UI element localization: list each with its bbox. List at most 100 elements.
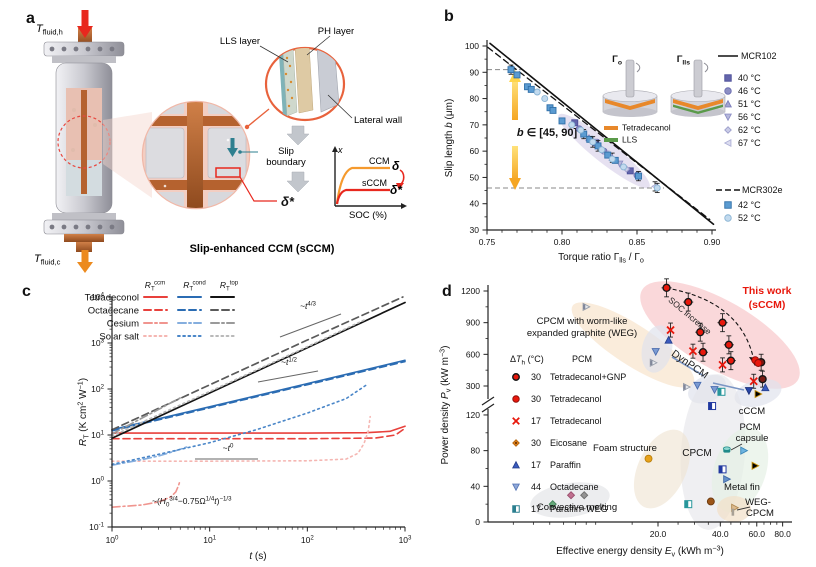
svg-text:46 °C: 46 °C [738,86,761,96]
vessel-bottom-port [76,242,92,252]
svg-text:44: 44 [531,482,541,492]
svg-text:42 °C: 42 °C [738,200,761,210]
panel-b-slip-length-chart: b ∈ [45, 90] 30 40 50 60 70 80 90 100 0.75 0.80 0.8… [444,40,783,265]
svg-text:56 °C: 56 °C [738,112,761,122]
series-ccm-1 [111,427,406,440]
svg-text:600: 600 [466,349,480,359]
svg-text:120: 120 [466,410,480,420]
svg-text:102: 102 [91,384,104,395]
d-series [644,454,653,463]
d-series [723,474,732,484]
lateral-wall-label: Lateral wall [354,115,402,126]
panel-c-plot: ~t4/3 ~t1/2 ~t0 ~(H03/4−0.75Ω1/4t)−1/3 [111,296,406,509]
series-ccm-0 [111,425,406,434]
series-top-2 [111,397,182,435]
svg-text:Convective melting: Convective melting [537,502,617,513]
delta-label: δ [392,159,400,173]
series-cond-2 [111,445,189,467]
layer-inset [259,35,353,122]
d-series [708,402,727,474]
series-ccm-2 [111,479,182,508]
sccm-curve [335,188,390,205]
mini-y-label: x [337,145,343,155]
panel-a-caption: Slip-enhanced CCM (sCCM) [190,243,335,255]
svg-text:CPCM: CPCM [746,508,774,519]
zoom-cone [103,112,152,198]
panel-b-inset: Γo Γlls Tetradecanol LLS [602,54,726,145]
svg-text:17: 17 [531,504,541,514]
svg-text:20.0: 20.0 [650,529,667,539]
t-fluid-c-label: Tfluid,c [34,253,61,267]
svg-text:MCR102: MCR102 [741,51,777,61]
svg-text:0.80: 0.80 [554,237,571,247]
svg-text:Power density Pv (kW m−3): Power density Pv (kW m−3) [438,345,453,464]
svg-text:RTcond: RTcond [183,280,205,293]
svg-text:0.90: 0.90 [704,237,721,247]
svg-text:101: 101 [203,535,216,546]
svg-text:Γlls: Γlls [677,54,691,67]
svg-text:80: 80 [470,94,480,104]
svg-text:(sCCM): (sCCM) [749,299,786,311]
ph-layer-slab [294,48,314,114]
svg-text:Paraffin+WEG: Paraffin+WEG [550,504,608,514]
svg-text:10-1: 10-1 [89,522,105,533]
svg-text:CPCM: CPCM [682,448,711,459]
panel-c-thermal-resistance-chart: ~t4/3~t1/2~t0~(H03/4−0.75Ω1/4t)−1/3 10-1 1… [76,280,413,563]
svg-text:17: 17 [531,416,541,426]
svg-text:Paraffin: Paraffin [550,460,581,470]
svg-text:Γo: Γo [612,54,622,67]
svg-text:80.0: 80.0 [774,529,791,539]
svg-text:103: 103 [399,535,412,546]
svg-text:t (s): t (s) [249,551,266,562]
svg-text:Effective energy density Ev (k: Effective energy density Ev (kWh m−3) [556,544,724,559]
svg-text:62 °C: 62 °C [738,125,761,135]
svg-text:This work: This work [742,285,791,297]
svg-text:0.75: 0.75 [479,237,496,247]
svg-text:Tetradeconol: Tetradeconol [85,293,139,304]
sccm-label: sCCM [362,178,387,188]
svg-text:Solar salt: Solar salt [99,332,139,343]
svg-text:boundary: boundary [266,157,306,168]
d-series [548,500,557,509]
series-top-1 [111,296,404,431]
down-arrow-icon [286,125,310,146]
d-series [651,348,719,395]
delta-star-label: δ* [281,194,295,209]
d-series [731,508,735,516]
panel-letter-a: a [26,10,35,27]
svg-text:1200: 1200 [461,286,480,296]
svg-text:30: 30 [531,372,541,382]
d-series [722,446,731,453]
d-series [566,491,576,500]
svg-text:CPCM with worm-like: CPCM with worm-like [537,316,628,327]
panel-b-legend: MCR102 40 °C 46 °C 51 °C 56 °C 62 °C 67 °C MCR3… [716,51,783,223]
cold-fluid-arrow-icon [81,250,89,263]
svg-text:RT (K cm2 W−1): RT (K cm2 W−1) [76,378,91,446]
svg-text:expanded graphite (WEG): expanded graphite (WEG) [527,328,637,339]
svg-text:~(H03/4−0.75Ω1/4t)−1/3: ~(H03/4−0.75Ω1/4t)−1/3 [152,496,232,509]
series-52°C [533,88,661,194]
magnifier-view [141,100,251,210]
svg-text:50: 50 [470,172,480,182]
svg-text:MCR302e: MCR302e [742,185,783,195]
soc-mini-chart: x CCM sCCM δ δ* SOC (%) [332,145,407,221]
delta-star-mini-label: δ* [390,183,403,197]
down-arrow-icon [286,171,310,193]
svg-text:40.0: 40.0 [712,529,729,539]
svg-text:RTtop: RTtop [220,280,239,293]
svg-text:51 °C: 51 °C [738,99,761,109]
d-series [751,356,763,367]
svg-text:PCM: PCM [572,354,592,364]
svg-text:Cesium: Cesium [107,319,139,330]
svg-text:103: 103 [91,338,104,349]
svg-text:70: 70 [470,120,480,130]
svg-text:67 °C: 67 °C [738,138,761,148]
svg-text:Foam structure: Foam structure [593,443,657,454]
svg-text:40: 40 [470,199,480,209]
svg-text:Octadecane: Octadecane [88,306,139,317]
panel-b-axes: 30 40 50 60 70 80 90 100 0.75 0.80 0.85 0.90 Torque … [444,40,721,265]
hot-fluid-arrow-icon [81,10,89,27]
svg-text:RTccm: RTccm [145,280,165,293]
